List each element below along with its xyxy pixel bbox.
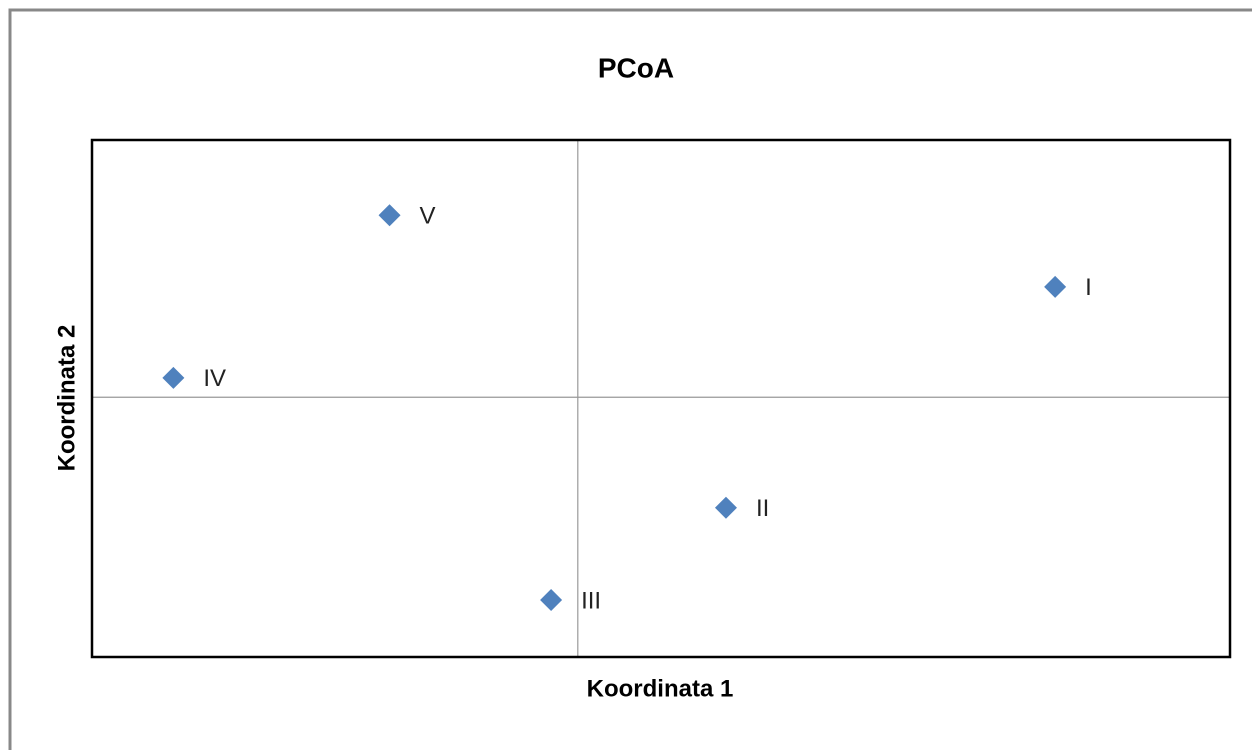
data-point: [162, 366, 185, 389]
data-point: [378, 204, 401, 227]
point-label: I: [1085, 274, 1092, 301]
point-label: V: [420, 203, 436, 230]
x-axis-label: Koordinata 1: [587, 675, 734, 702]
data-point: [540, 588, 563, 611]
chart-title: PCoA: [598, 52, 674, 83]
plot-area: [90, 138, 1232, 659]
chart-frame: [8, 8, 1252, 750]
y-axis-label: Koordinata 2: [53, 325, 80, 472]
point-label: II: [756, 495, 769, 522]
point-label: III: [581, 587, 601, 614]
data-point: [714, 496, 737, 519]
data-point: [1044, 275, 1067, 298]
point-label: IV: [203, 365, 226, 392]
